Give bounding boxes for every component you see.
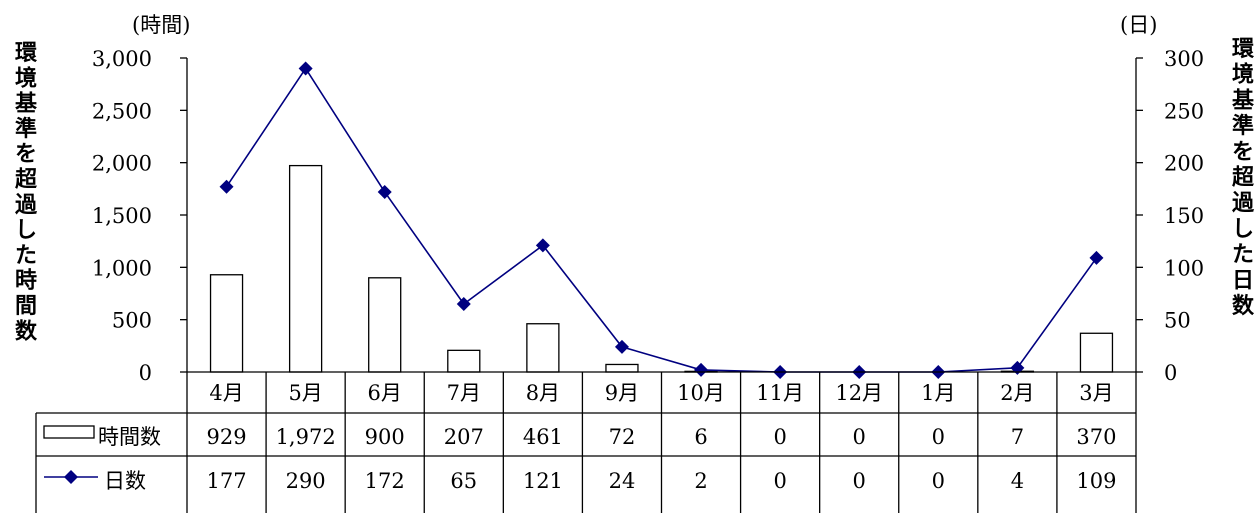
days-marker-7 (694, 362, 709, 377)
labels-group: 0 500 1,000 1,500 2,000 2,500 3,000 0 50 100 150 20… (15, 13, 1255, 385)
days-value-label: 0 (773, 469, 786, 493)
right-tick-label: 50 (1164, 309, 1191, 333)
bar-1 (209, 274, 244, 373)
days-value-label: 2 (694, 469, 707, 493)
hours-value-label: 7 (1011, 425, 1024, 449)
axes-group (180, 57, 1143, 373)
days-value-label: 0 (853, 469, 866, 493)
left-tick-label: 3,000 (92, 47, 152, 71)
days-value-label: 109 (1076, 469, 1116, 493)
hours-value-label: 0 (932, 425, 945, 449)
bar-2 (288, 164, 323, 373)
right-tick-label: 150 (1164, 204, 1204, 228)
category-label: 3月 (1079, 381, 1113, 405)
hours-value-label: 370 (1076, 425, 1116, 449)
right-axis-title: 環境基準を超過した日数 (1232, 37, 1255, 319)
category-label: 6月 (368, 381, 402, 405)
hours-value-label: 0 (853, 425, 866, 449)
days-value-label: 290 (286, 469, 326, 493)
days-value-label: 24 (609, 469, 636, 493)
category-label: 8月 (526, 381, 560, 405)
days-value-label: 177 (206, 469, 246, 493)
right-tick-label: 100 (1164, 256, 1204, 280)
hours-value-label: 900 (365, 425, 405, 449)
days-series-line (225, 67, 1098, 373)
right-tick-label: 0 (1164, 361, 1177, 385)
category-label: 11月 (756, 381, 804, 405)
days-marker-6 (614, 339, 629, 354)
category-label: 1月 (921, 381, 955, 405)
hours-value-label: 72 (609, 425, 636, 449)
left-axis-title: 環境基準を超過した時間数 (15, 41, 38, 344)
days-value-label: 4 (1011, 469, 1024, 493)
bar-6 (605, 363, 639, 373)
category-label: 5月 (288, 381, 322, 405)
hours-legend-swatch (43, 425, 95, 439)
category-label: 9月 (605, 381, 639, 405)
hours-value-label: 6 (694, 425, 707, 449)
bar-3 (368, 277, 402, 373)
left-unit-label: (時間) (132, 13, 190, 37)
left-tick-label: 1,000 (92, 256, 152, 280)
left-tick-label: 1,500 (92, 204, 152, 228)
left-tick-label: 2,500 (92, 99, 152, 123)
line-series-group (219, 61, 1104, 379)
category-label: 7月 (447, 381, 481, 405)
bar-5 (526, 323, 560, 373)
days-marker-12 (1089, 250, 1104, 265)
right-tick-label: 200 (1164, 152, 1204, 176)
days-marker-11 (1010, 360, 1025, 375)
category-label: 4月 (209, 381, 243, 405)
days-marker-5 (535, 238, 550, 253)
days-marker-2 (298, 61, 313, 76)
left-tick-label: 500 (112, 309, 152, 333)
hours-value-label: 207 (444, 425, 484, 449)
right-tick-label: 300 (1164, 47, 1204, 71)
days-marker-1 (219, 179, 234, 194)
days-marker-3 (377, 184, 392, 199)
right-tick-label: 250 (1164, 99, 1204, 123)
bar-4 (447, 349, 481, 373)
bar-12 (1079, 332, 1114, 373)
hours-legend-label: 時間数 (98, 425, 161, 449)
days-marker-4 (456, 296, 471, 311)
days-value-label: 172 (365, 469, 405, 493)
category-label: 2月 (1000, 381, 1034, 405)
days-legend-marker (64, 470, 78, 484)
right-unit-label: (日) (1120, 13, 1157, 37)
days-value-label: 65 (450, 469, 477, 493)
category-label: 10月 (677, 381, 725, 405)
category-label: 12月 (835, 381, 883, 405)
days-value-label: 121 (523, 469, 563, 493)
days-legend-label: 日数 (104, 469, 146, 493)
left-tick-label: 2,000 (92, 152, 152, 176)
bars-group (209, 164, 1114, 373)
left-tick-label: 0 (139, 361, 152, 385)
days-value-label: 0 (932, 469, 945, 493)
hours-value-label: 0 (773, 425, 786, 449)
hours-value-label: 929 (206, 425, 246, 449)
hours-value-label: 461 (523, 425, 563, 449)
hours-value-label: 1,972 (276, 425, 336, 449)
